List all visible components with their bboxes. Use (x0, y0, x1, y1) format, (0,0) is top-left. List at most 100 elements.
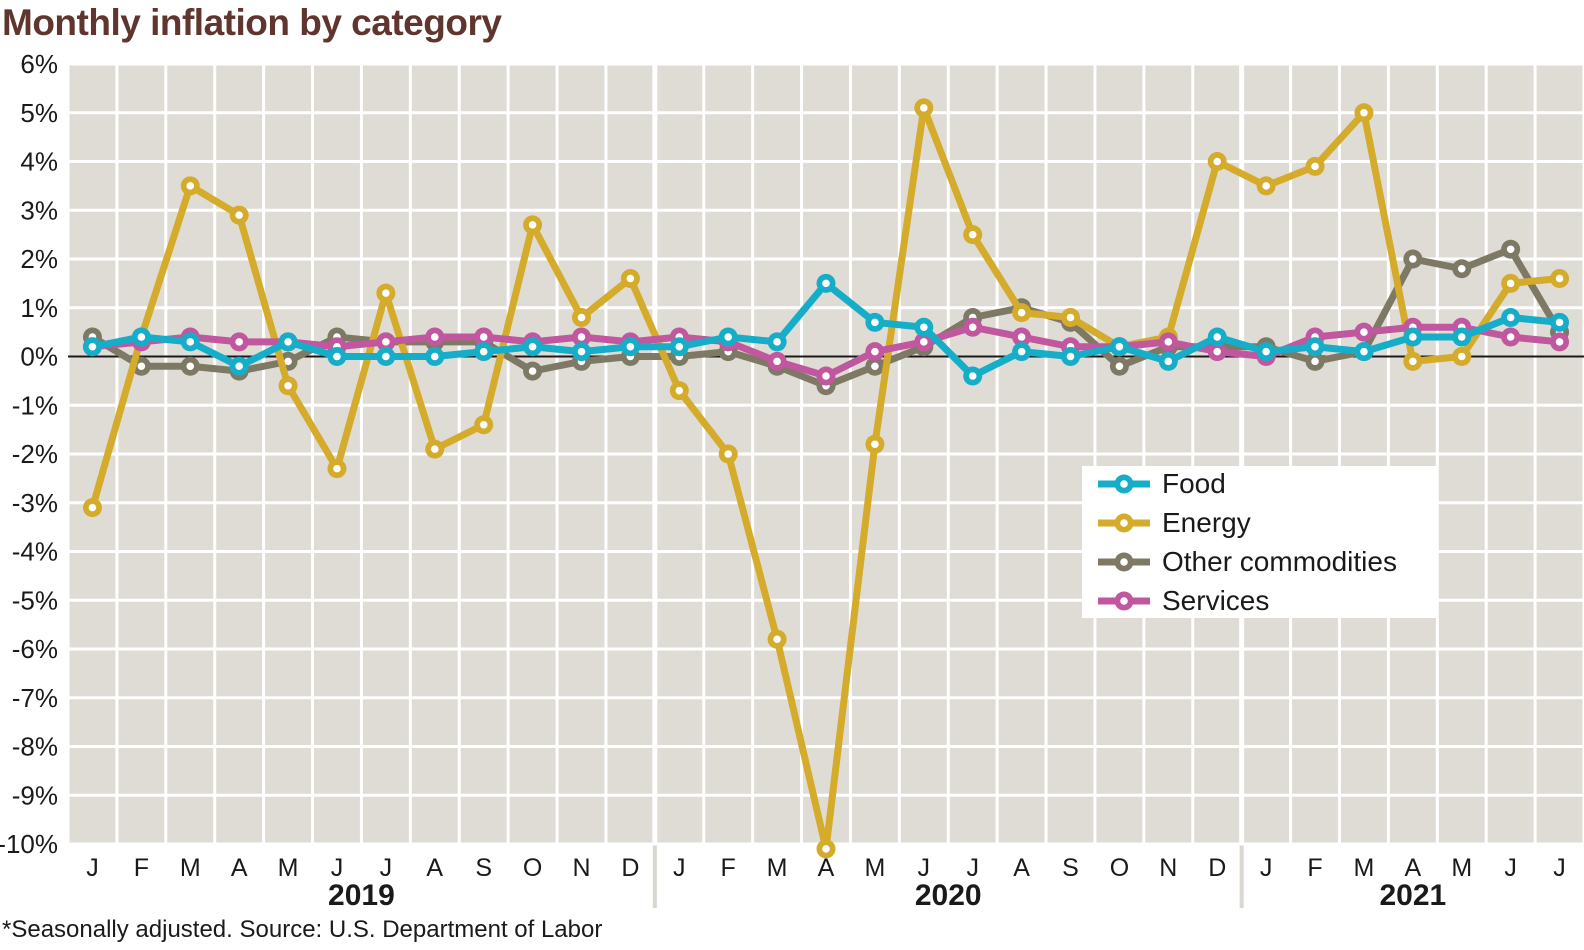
data-point-hole-food (1262, 347, 1270, 356)
data-point-hole-energy (577, 313, 586, 322)
data-point-hole-energy (1360, 108, 1368, 117)
x-axis-month-label: O (523, 854, 542, 882)
x-axis-month-label: J (966, 854, 979, 882)
data-point-hole-other-commodities (871, 362, 879, 371)
x-axis-month-label: N (1159, 854, 1177, 882)
x-axis-month-label: A (818, 854, 835, 882)
data-point-hole-food (430, 352, 439, 361)
y-axis-tick-label: -10% (0, 829, 58, 859)
x-axis-month-label: F (721, 854, 736, 882)
chart-legend: Food Energy Other commodities Services (1082, 466, 1438, 618)
data-point-hole-energy (773, 635, 781, 644)
x-axis-month-label: A (1013, 854, 1030, 882)
data-point-hole-energy (1506, 279, 1515, 288)
x-axis-month-label: J (918, 854, 931, 882)
data-point-hole-energy (1066, 313, 1075, 322)
legend-item-food: Food (1096, 468, 1438, 500)
data-point-hole-other-commodities (137, 362, 146, 371)
x-axis-year-label: 2021 (1379, 879, 1446, 912)
data-point-hole-energy (1213, 157, 1222, 166)
data-point-hole-food (773, 338, 781, 346)
data-point-hole-food (1360, 347, 1368, 356)
x-axis-month-label: M (180, 854, 201, 882)
y-axis-tick-label: 2% (20, 244, 58, 274)
x-axis-month-label: J (1260, 854, 1273, 882)
y-axis-tick-label: 3% (20, 195, 58, 225)
data-point-hole-food (626, 342, 635, 351)
data-point-hole-food (724, 333, 732, 341)
data-point-hole-other-commodities (1506, 245, 1515, 254)
data-point-hole-energy (1555, 274, 1564, 283)
y-axis-tick-label: -5% (12, 585, 58, 615)
x-axis-month-label: F (1307, 854, 1322, 882)
data-point-hole-energy (1409, 357, 1417, 366)
data-point-hole-energy (724, 450, 732, 458)
data-point-hole-services (479, 333, 488, 341)
data-point-hole-services (430, 333, 439, 341)
data-point-hole-energy (822, 845, 830, 853)
data-point-hole-other-commodities (284, 357, 292, 366)
legend-swatch-food (1098, 474, 1150, 493)
data-point-hole-food (920, 323, 928, 332)
data-point-hole-services (822, 372, 830, 380)
data-point-hole-food (871, 318, 879, 327)
x-axis-month-label: A (1404, 854, 1421, 882)
x-axis-month-label: A (231, 854, 248, 882)
data-point-hole-food (479, 347, 488, 356)
y-axis-tick-label: -4% (12, 537, 58, 567)
y-axis-tick-label: 5% (20, 98, 58, 128)
x-axis-month-label: J (331, 854, 344, 882)
data-point-hole-energy (1017, 308, 1026, 317)
y-axis-tick-label: 0% (20, 342, 58, 372)
x-axis-month-label: S (1062, 854, 1079, 882)
data-point-hole-food (822, 279, 830, 288)
data-point-hole-services (1555, 338, 1564, 346)
data-point-hole-energy (186, 182, 195, 190)
source-footnote: *Seasonally adjusted. Source: U.S. Depar… (2, 916, 603, 943)
y-axis-tick-label: -2% (12, 439, 58, 469)
data-point-hole-other-commodities (186, 362, 195, 371)
data-point-hole-other-commodities (1457, 264, 1466, 273)
data-point-hole-food (88, 342, 97, 351)
data-point-hole-energy (968, 230, 977, 239)
x-axis-month-label: S (475, 854, 492, 882)
data-point-hole-energy (333, 464, 341, 473)
data-point-hole-food (333, 352, 341, 361)
x-axis-month-label: M (278, 854, 299, 882)
x-axis-month-label: D (1208, 854, 1226, 882)
legend-item-other-commodities: Other commodities (1096, 546, 1438, 578)
legend-swatch-services (1098, 591, 1150, 610)
data-point-hole-energy (284, 381, 292, 390)
y-axis-tick-label: 6% (20, 49, 58, 79)
data-point-hole-energy (479, 420, 488, 429)
x-axis-year-label: 2019 (328, 879, 395, 912)
data-point-hole-services (382, 338, 390, 346)
data-point-hole-other-commodities (1115, 362, 1124, 371)
data-point-hole-food (1066, 352, 1075, 361)
x-axis-month-label: M (864, 854, 885, 882)
legend-swatch-other-commodities (1098, 552, 1150, 571)
y-axis-tick-label: 4% (20, 147, 58, 177)
y-axis-tick-label: -1% (12, 390, 58, 420)
legend-item-energy: Energy (1096, 507, 1438, 539)
y-axis-tick-label: -3% (12, 488, 58, 518)
data-point-hole-services (235, 338, 243, 346)
x-axis-month-label: J (1504, 854, 1517, 882)
y-axis-tick-label: -9% (12, 780, 58, 810)
x-axis-month-label: F (134, 854, 149, 882)
data-point-hole-services (968, 323, 977, 332)
data-point-hole-food (1213, 333, 1222, 341)
data-point-hole-services (1017, 333, 1026, 341)
legend-swatch-energy (1098, 513, 1150, 532)
data-point-hole-energy (88, 503, 97, 512)
legend-label-food: Food (1162, 467, 1226, 499)
data-point-hole-food (1506, 313, 1515, 322)
data-point-hole-food (1409, 333, 1417, 341)
data-point-hole-energy (626, 274, 635, 283)
data-point-hole-food (1164, 357, 1173, 366)
x-axis-month-label: J (380, 854, 393, 882)
legend-label-energy: Energy (1162, 506, 1251, 538)
data-point-hole-food (137, 333, 146, 341)
data-point-hole-food (1115, 342, 1124, 351)
